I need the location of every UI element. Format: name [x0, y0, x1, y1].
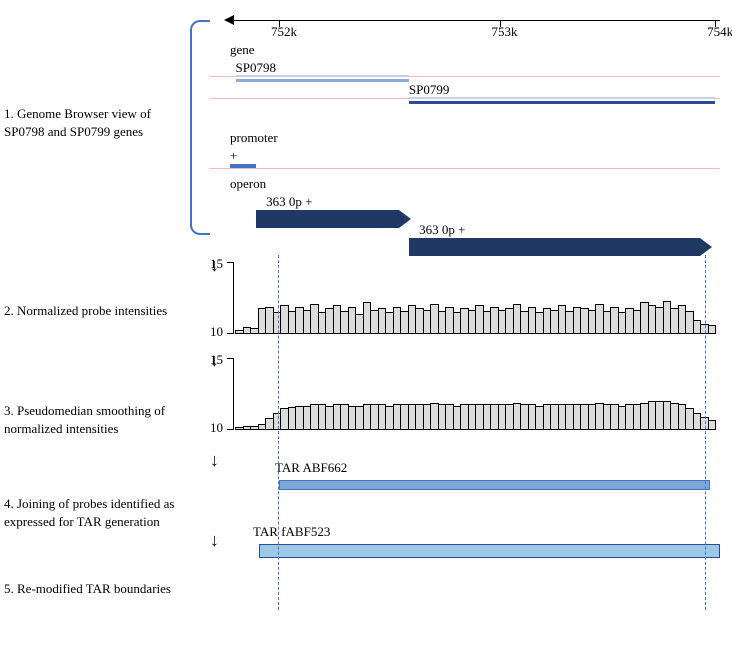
step2-label: 2. Normalized probe intensities — [4, 302, 194, 320]
step1-label: 1. Genome Browser view of SP0798 and SP0… — [4, 105, 194, 140]
operon-arrowhead-icon — [399, 210, 411, 228]
gene-name: SP0799 — [409, 82, 449, 98]
gene-bar-thin — [236, 75, 409, 77]
normalized-chart: 15 10 — [235, 262, 720, 334]
y-tick-low: 10 — [210, 324, 223, 340]
dashed-guide-right — [705, 255, 706, 610]
operon-arrow-body — [409, 238, 700, 256]
gene-bar — [409, 101, 715, 104]
axis-tick-label: 754k — [707, 24, 732, 40]
gene-track-label: gene — [230, 42, 720, 58]
down-arrow-icon: ↓ — [210, 450, 219, 471]
probe-bar — [708, 420, 717, 430]
gene-bar — [236, 79, 409, 82]
down-arrow-icon: ↓ — [210, 530, 219, 551]
y-tick-low: 10 — [210, 420, 223, 436]
gene-bar-thin — [409, 97, 715, 99]
step3-label: 3. Pseudomedian smoothing of normalized … — [4, 402, 194, 437]
genome-axis: 752k753k754k — [210, 10, 720, 38]
tar1-label: TAR ABF662 — [275, 460, 347, 476]
tar2-bar — [259, 544, 720, 558]
tar-abf662-track: TAR ABF662 — [235, 460, 720, 500]
smoothed-chart: 15 10 — [235, 358, 720, 430]
promoter-strand: + — [230, 148, 237, 164]
bracket-section1 — [190, 20, 210, 235]
gene-name: SP0798 — [236, 60, 276, 76]
operon-label: 363 0p + — [266, 194, 312, 210]
operon-arrow-body — [256, 210, 399, 228]
promoter-track-label: promoter — [230, 130, 720, 146]
operon-label: 363 0p + — [419, 222, 465, 238]
probe-bar — [708, 325, 717, 334]
axis-line — [230, 20, 720, 21]
promoter-bar — [230, 164, 256, 168]
tar-fabf523-track: TAR fABF523 — [235, 524, 720, 564]
step5-label: 5. Re-modified TAR boundaries — [4, 580, 194, 598]
figure-area: 752k753k754k gene SP0798SP0799 promoter … — [210, 10, 720, 564]
step4-label: 4. Joining of probes identified as expre… — [4, 495, 194, 530]
operon-arrowhead-icon — [700, 238, 712, 256]
tar1-bar — [279, 480, 711, 490]
dashed-guide-left — [278, 255, 279, 610]
y-tick-high: 15 — [210, 352, 223, 368]
tar2-label: TAR fABF523 — [253, 524, 330, 540]
y-tick-high: 15 — [210, 256, 223, 272]
operon-track-label: operon — [230, 176, 720, 192]
axis-tick-label: 753k — [492, 24, 518, 40]
axis-tick-label: 752k — [271, 24, 297, 40]
